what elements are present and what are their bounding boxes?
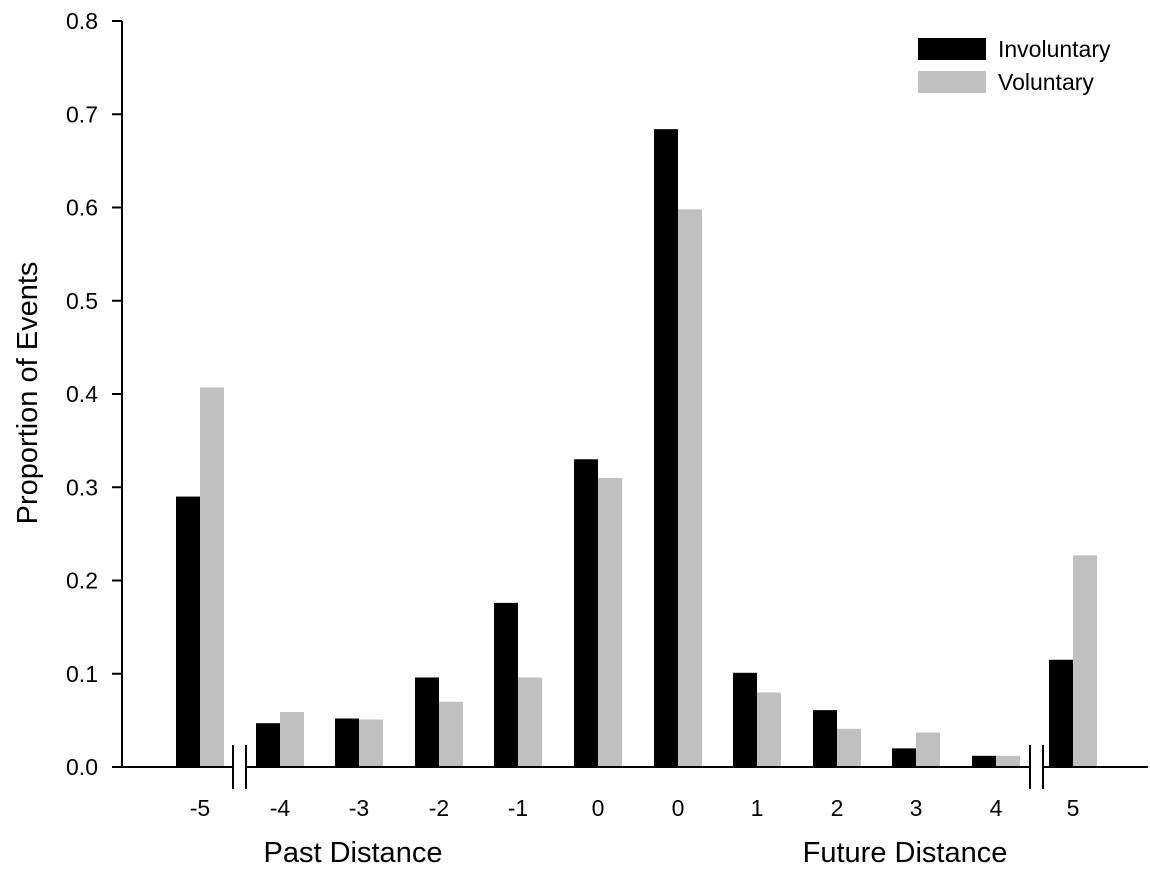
- y-tick-label: 0.7: [66, 101, 98, 127]
- x-tick-label: 3: [910, 795, 923, 821]
- x-tick-label: 5: [1067, 795, 1080, 821]
- x-tick-label: -5: [190, 795, 210, 821]
- legend-swatch-involuntary: [918, 38, 986, 60]
- bar-voluntary-6: [678, 209, 702, 768]
- bar-involuntary-5: [574, 459, 598, 767]
- y-tick-label: 0.5: [66, 288, 98, 314]
- bar-involuntary-11: [1049, 659, 1073, 767]
- bar-involuntary-0: [176, 496, 200, 767]
- x-tick-label: 0: [592, 795, 605, 821]
- x-tick-label: -2: [429, 795, 449, 821]
- x-axis-title-past: Past Distance: [264, 837, 443, 869]
- bar-voluntary-0: [200, 387, 224, 767]
- bar-involuntary-6: [654, 129, 678, 768]
- x-tick-label: 2: [831, 795, 844, 821]
- y-tick-label: 0.4: [66, 381, 98, 407]
- y-tick-label: 0.2: [66, 568, 98, 594]
- x-tick-label: -1: [508, 795, 528, 821]
- bar-voluntary-8: [837, 728, 861, 767]
- axes-group: [121, 21, 1148, 789]
- legend-label-voluntary: Voluntary: [998, 69, 1094, 95]
- y-tick-label: 0.6: [66, 195, 98, 221]
- bar-voluntary-1: [280, 711, 304, 767]
- y-tick-label: 0.1: [66, 661, 98, 687]
- bar-involuntary-8: [813, 710, 837, 767]
- bar-voluntary-3: [439, 701, 463, 767]
- bar-involuntary-7: [733, 672, 757, 767]
- bar-involuntary-4: [494, 602, 518, 767]
- axis-break-marks: [232, 745, 1044, 789]
- y-tick-label: 0.8: [66, 8, 98, 34]
- bar-involuntary-3: [415, 677, 439, 767]
- y-ticks-group: 0.0 0.1 0.2 0.3 0.4 0.5 0.6 0.7 0.8: [66, 8, 122, 780]
- legend-label-involuntary: Involuntary: [998, 36, 1111, 62]
- x-tick-label: -4: [270, 795, 291, 821]
- x-axis-title-future: Future Distance: [803, 837, 1008, 869]
- legend-swatch-voluntary: [918, 71, 986, 93]
- bar-involuntary-1: [256, 723, 280, 767]
- legend: Involuntary Voluntary: [918, 36, 1111, 95]
- bar-voluntary-7: [757, 692, 781, 767]
- x-ticks-group: -5 -4 -3 -2 -1 0 0 1 2 3 4 5: [190, 795, 1080, 821]
- bar-voluntary-11: [1073, 555, 1097, 767]
- bar-voluntary-2: [359, 719, 383, 767]
- bar-voluntary-4: [518, 677, 542, 767]
- x-tick-label: 1: [751, 795, 764, 821]
- x-tick-label: 0: [672, 795, 685, 821]
- bar-voluntary-9: [916, 732, 940, 767]
- bar-involuntary-9: [892, 748, 916, 767]
- bar-involuntary-2: [335, 718, 359, 767]
- y-tick-label: 0.0: [66, 754, 98, 780]
- bar-involuntary-10: [972, 755, 996, 767]
- x-tick-label: 4: [990, 795, 1003, 821]
- y-tick-label: 0.3: [66, 474, 98, 500]
- y-axis-title: Proportion of Events: [12, 262, 44, 525]
- bar-voluntary-10: [996, 755, 1020, 767]
- x-tick-label: -3: [349, 795, 369, 821]
- bar-voluntary-5: [598, 477, 622, 767]
- bars-group: [176, 129, 1097, 768]
